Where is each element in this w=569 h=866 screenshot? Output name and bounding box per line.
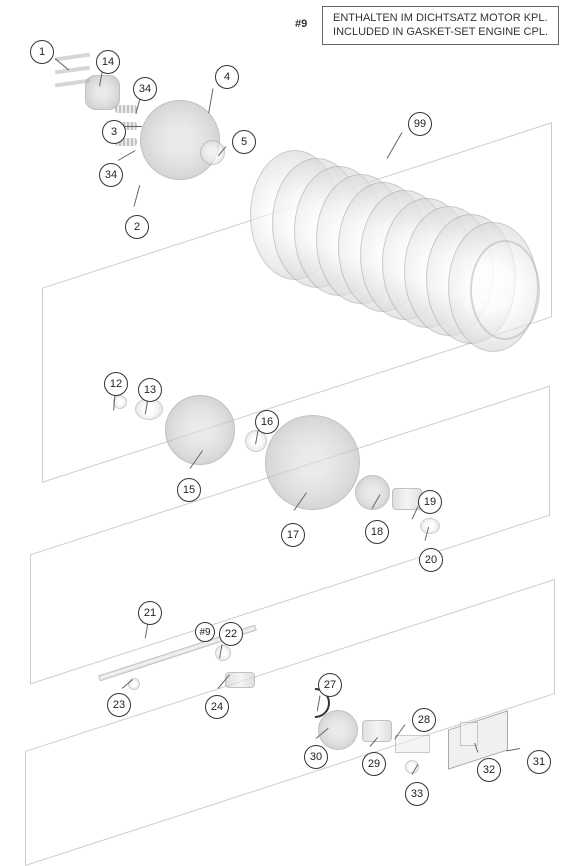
washer-20: [420, 518, 440, 534]
callout-31: 31: [527, 750, 551, 774]
callout-1: 1: [30, 40, 54, 64]
leader-line: [134, 185, 141, 207]
callout-4: 4: [215, 65, 239, 89]
leader-line: [118, 150, 136, 161]
callout-21: 21: [138, 601, 162, 625]
leader-line: [124, 126, 142, 127]
callout-2: 2: [125, 215, 149, 239]
callout-12: 12: [104, 372, 128, 396]
callout-14: 14: [96, 50, 120, 74]
retainer-14: [85, 75, 120, 110]
leader-line: [208, 88, 213, 113]
leader-line: [387, 132, 403, 158]
label-32: [460, 722, 478, 746]
clutch-basket-17: [265, 415, 360, 510]
callout-hash9: #9: [195, 622, 215, 642]
callout-27: 27: [318, 673, 342, 697]
callout-99: 99: [408, 112, 432, 136]
bolt-top-2: [55, 66, 90, 75]
callout-19: 19: [418, 490, 442, 514]
callout-18: 18: [365, 520, 389, 544]
callout-33: 33: [405, 782, 429, 806]
callout-34: 34: [133, 77, 157, 101]
callout-16: 16: [255, 410, 279, 434]
oring-22: [215, 645, 231, 661]
cover-28: [395, 735, 430, 753]
note-line2: INCLUDED IN GASKET-SET ENGINE CPL.: [333, 26, 548, 38]
callout-22: 22: [219, 622, 243, 646]
callout-30: 30: [304, 745, 328, 769]
callout-34: 34: [99, 163, 123, 187]
callout-24: 24: [205, 695, 229, 719]
callout-28: 28: [412, 708, 436, 732]
leader-line: [506, 748, 520, 751]
callout-3: 3: [102, 120, 126, 144]
callout-32: 32: [477, 758, 501, 782]
callout-20: 20: [419, 548, 443, 572]
callout-13: 13: [138, 378, 162, 402]
spring-3a: [115, 105, 137, 113]
callout-17: 17: [281, 523, 305, 547]
callout-23: 23: [107, 693, 131, 717]
outer-ring: [470, 240, 540, 340]
gasket-note-box: #9 ENTHALTEN IM DICHTSATZ MOTOR KPL. INC…: [322, 6, 559, 45]
bolt-top-1: [55, 53, 90, 62]
callout-5: 5: [232, 130, 256, 154]
callout-29: 29: [362, 752, 386, 776]
note-line1: ENTHALTEN IM DICHTSATZ MOTOR KPL.: [333, 12, 548, 24]
callout-15: 15: [177, 478, 201, 502]
note-ref: #9: [295, 17, 307, 31]
